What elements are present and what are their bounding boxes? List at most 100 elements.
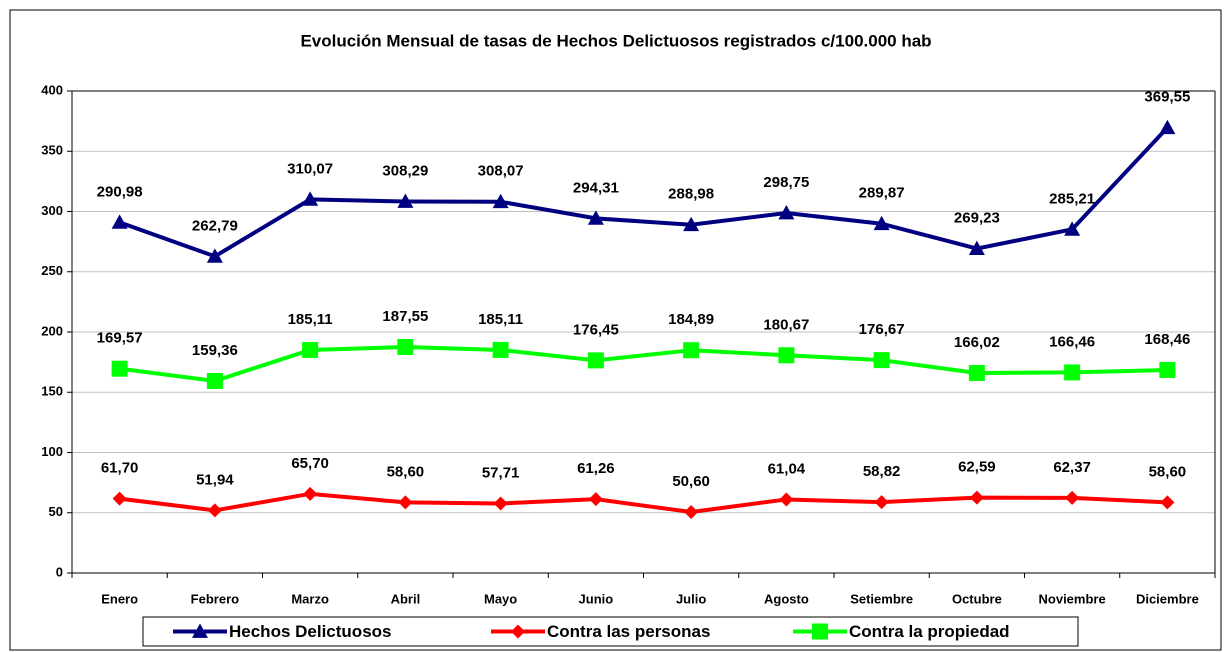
data-label: 369,55 (1144, 89, 1190, 106)
data-label: 166,46 (1049, 333, 1095, 350)
legend-marker (192, 623, 208, 638)
data-label: 262,79 (192, 217, 238, 234)
legend-label: Contra las personas (547, 622, 710, 641)
data-label: 187,55 (382, 308, 428, 325)
data-label: 289,87 (859, 185, 905, 202)
y-tick-label: 100 (41, 444, 63, 459)
y-tick-label: 0 (56, 564, 63, 579)
x-tick-label: Marzo (291, 591, 329, 606)
data-label: 61,26 (577, 460, 615, 477)
data-label: 168,46 (1144, 331, 1190, 348)
x-tick-label: Enero (101, 591, 138, 606)
marker (398, 495, 413, 510)
x-tick-label: Mayo (484, 591, 517, 606)
data-label: 269,23 (954, 210, 1000, 227)
marker (587, 210, 604, 225)
y-tick-label: 50 (49, 504, 63, 519)
data-label: 184,89 (668, 311, 714, 328)
chart-title: Evolución Mensual de tasas de Hechos Del… (300, 31, 931, 50)
data-label: 288,98 (668, 186, 714, 203)
marker (207, 503, 222, 518)
data-label: 310,07 (287, 160, 333, 177)
marker (397, 339, 414, 356)
x-tick-label: Setiembre (850, 591, 913, 606)
data-label: 62,37 (1053, 459, 1091, 476)
data-label: 298,75 (763, 174, 809, 191)
data-label: 180,67 (763, 316, 809, 333)
x-tick-label: Febrero (191, 591, 239, 606)
x-tick-label: Julio (676, 591, 706, 606)
marker (493, 496, 508, 511)
data-label: 65,70 (291, 455, 329, 472)
marker (1159, 119, 1176, 135)
marker (492, 193, 509, 209)
marker (1159, 362, 1176, 379)
legend-label: Contra la propiedad (849, 622, 1010, 641)
data-label: 169,57 (97, 330, 143, 347)
marker (778, 205, 795, 220)
y-tick-label: 250 (41, 263, 63, 278)
data-label: 290,98 (97, 183, 143, 200)
y-tick-label: 200 (41, 323, 63, 338)
marker (397, 193, 414, 208)
data-label: 58,60 (387, 463, 425, 480)
data-label: 62,59 (958, 459, 996, 476)
marker (206, 248, 223, 263)
x-tick-label: Agosto (764, 591, 809, 606)
marker (1064, 221, 1081, 236)
data-label: 176,45 (573, 321, 619, 338)
marker (968, 240, 985, 255)
data-label: 57,71 (482, 464, 520, 481)
marker (969, 490, 984, 505)
data-label: 51,94 (196, 471, 234, 488)
marker (968, 364, 985, 381)
marker (303, 486, 318, 501)
y-tick-label: 150 (41, 384, 63, 399)
marker (1064, 364, 1081, 381)
series-line (119, 345, 1168, 384)
y-tick-label: 350 (41, 143, 63, 158)
y-tick-label: 300 (41, 203, 63, 218)
marker (112, 491, 127, 506)
x-tick-label: Noviembre (1039, 591, 1106, 606)
data-label: 61,04 (768, 460, 806, 477)
x-tick-label: Abril (391, 591, 421, 606)
y-tick-label: 400 (41, 82, 63, 97)
marker (587, 352, 604, 369)
data-label: 58,60 (1149, 463, 1187, 480)
marker (683, 342, 700, 359)
marker (302, 341, 319, 358)
data-label: 166,02 (954, 334, 1000, 351)
legend-marker (812, 623, 828, 640)
marker (1160, 495, 1175, 510)
marker (683, 216, 700, 232)
legend-marker (511, 624, 525, 639)
legend-box (142, 616, 1079, 647)
marker (779, 492, 794, 507)
legend-label: Hechos Delictuosos (229, 622, 392, 641)
series-line (119, 491, 1168, 515)
x-tick-label: Diciembre (1136, 591, 1199, 606)
data-label: 159,36 (192, 342, 238, 359)
data-label: 50,60 (672, 473, 710, 490)
data-label: 185,11 (288, 311, 333, 328)
data-label: 308,07 (478, 163, 524, 180)
marker (111, 360, 128, 377)
data-label: 185,11 (478, 311, 523, 328)
marker (1065, 490, 1080, 505)
marker (302, 191, 319, 206)
x-tick-label: Octubre (952, 591, 1002, 606)
marker (873, 352, 890, 369)
marker (588, 492, 603, 507)
x-tick-label: Junio (579, 591, 614, 606)
marker (873, 215, 890, 231)
data-label: 58,82 (863, 463, 901, 480)
data-label: 61,70 (101, 460, 139, 477)
marker (111, 214, 128, 229)
marker (874, 495, 889, 510)
marker (492, 341, 509, 358)
chart-border (9, 9, 1222, 651)
data-label: 308,29 (382, 162, 428, 179)
data-label: 176,67 (859, 321, 905, 338)
